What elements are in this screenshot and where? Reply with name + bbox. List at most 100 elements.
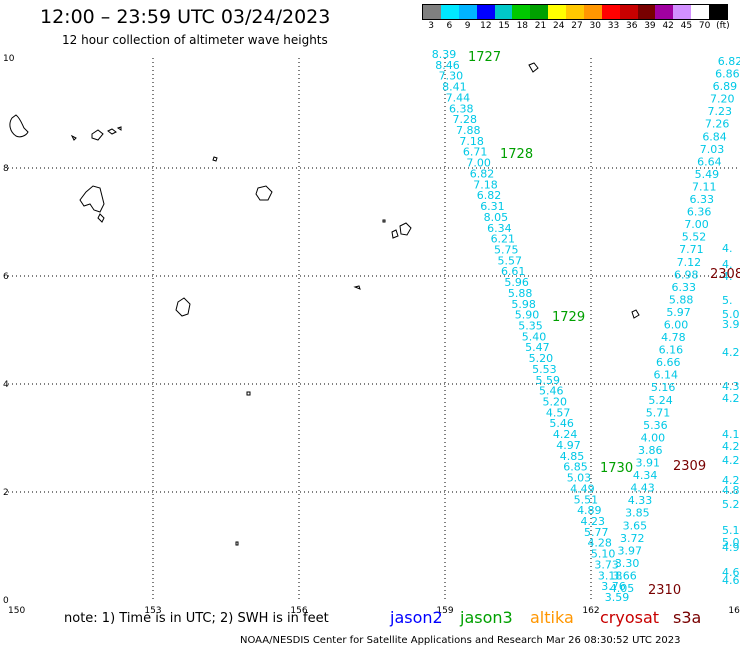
- scale-swatch: [637, 5, 656, 19]
- swh-value-label: 7.18: [473, 178, 498, 191]
- swh-value-label: 5.49: [695, 168, 720, 181]
- track-pass-b: 6.826.866.897.207.237.266.847.036.645.49…: [610, 55, 740, 595]
- swh-value-label: 5.20: [529, 352, 554, 365]
- island-kahoolawe-outline: [70, 134, 77, 141]
- swh-value-label: 6.66: [656, 356, 681, 369]
- scale-label: 39: [644, 21, 656, 31]
- map-title: 12:00 – 23:59 UTC 03/24/2023: [40, 6, 331, 28]
- scale-label: 24: [553, 21, 565, 31]
- swh-value-label: 5.03: [567, 472, 592, 485]
- swh-value-label: 4.34: [633, 469, 658, 482]
- swh-value-label: 4.18: [722, 428, 740, 441]
- mission-s3a: s3a: [673, 608, 702, 627]
- scale-swatch: [709, 5, 727, 19]
- swh-value-label: 6.82: [477, 189, 502, 202]
- swh-value-label: 4.66: [722, 566, 740, 579]
- swh-value-label: 6.86: [715, 68, 740, 81]
- scale-swatch: [619, 5, 638, 19]
- island-small-s-outline: [353, 285, 361, 290]
- track-pass-c: 4.4.4.5.5.03.94.24.34.24.184.224.204.224…: [722, 242, 740, 587]
- scale-swatch: [673, 5, 692, 19]
- swh-value-label: 6.89: [713, 80, 738, 93]
- swh-value-label: 6.34: [487, 222, 512, 235]
- island-dot-outline: [382, 219, 386, 223]
- swh-value-label: 4.: [722, 270, 733, 283]
- footer-credit: NOAA/NESDIS Center for Satellite Applica…: [240, 635, 681, 646]
- swh-value-label: 7.30: [439, 70, 464, 83]
- swh-value-label: 6.36: [687, 206, 712, 219]
- swh-value-label: 4.05: [610, 582, 635, 595]
- swh-value-label: 8.05: [484, 211, 509, 224]
- swh-value-label: 7.18: [459, 135, 484, 148]
- y-tick-label: 0: [3, 596, 9, 606]
- swh-value-label: 6.16: [659, 344, 684, 357]
- swh-value-label: 6.00: [664, 319, 689, 332]
- scale-label: (ft): [716, 21, 730, 31]
- swh-value-label: 5.46: [549, 417, 574, 430]
- island-dot2-outline: [246, 391, 251, 396]
- swh-value-label: 5.10: [591, 548, 616, 561]
- island-atoll2-outline: [399, 222, 412, 236]
- footer-note: note: 1) Time is in UTC; 2) SWH is in fe…: [64, 611, 329, 626]
- swh-value-label: 4.97: [556, 439, 581, 452]
- island-maui-outline: [9, 114, 29, 138]
- coastlines: [9, 62, 640, 546]
- x-tick-label: 159: [436, 606, 453, 616]
- swh-value-label: 8.46: [435, 59, 460, 72]
- scale-swatch: [548, 5, 566, 19]
- swh-value-label: 3.91: [635, 457, 660, 470]
- swh-value-label: 5.47: [525, 341, 550, 354]
- scale-label: 15: [498, 21, 510, 31]
- x-tick-label: 150: [8, 606, 25, 616]
- island-main-outline: [79, 185, 105, 213]
- x-tick-label: 162: [582, 606, 599, 616]
- swh-value-label: 6.84: [702, 130, 727, 143]
- swh-value-label: 4.49: [570, 482, 595, 495]
- swh-value-label: 4.43: [630, 482, 655, 495]
- pass-time-label: 1729: [552, 310, 585, 325]
- pass-time-label: 2310: [648, 583, 681, 598]
- swh-value-label: 5.57: [497, 254, 522, 267]
- y-tick-label: 4: [3, 380, 9, 390]
- scale-label: 9: [464, 21, 471, 31]
- swh-value-label: 4.: [722, 258, 733, 271]
- swh-value-label: 6.38: [449, 102, 474, 115]
- swh-value-label: 7.26: [705, 118, 730, 131]
- pass-time-label: 2308: [710, 267, 740, 282]
- mission-jason3: jason3: [460, 608, 513, 627]
- swh-value-label: 5.51: [574, 493, 599, 506]
- mission-jason2: jason2: [390, 608, 443, 627]
- swh-value-label: 5.40: [522, 330, 547, 343]
- scale-label: 45: [680, 21, 693, 31]
- swh-value-label: 4.28: [587, 537, 612, 550]
- swh-value-label: 5.52: [682, 231, 707, 244]
- swh-value-label: 6.82: [470, 167, 495, 180]
- scale-label: 3: [428, 21, 434, 31]
- swh-value-label: 6.98: [674, 268, 699, 281]
- swh-value-label: 3.66: [612, 569, 637, 582]
- y-tick-label: 6: [3, 272, 9, 282]
- swh-value-label: 6.71: [463, 146, 488, 159]
- swh-value-label: 4.20: [722, 454, 740, 467]
- island-islet-outline: [107, 128, 117, 135]
- swh-value-label: 4.2: [722, 392, 740, 405]
- swh-value-label: 7.44: [446, 91, 471, 104]
- x-tick-label: 156: [290, 606, 307, 616]
- scale-label: 18: [516, 21, 529, 31]
- scale-label: 27: [571, 21, 583, 31]
- swh-value-label: 4.60: [722, 574, 740, 587]
- swh-value-label: 4.85: [560, 450, 585, 463]
- swh-value-label: 5.59: [536, 374, 561, 387]
- scale-label: 12: [480, 21, 492, 31]
- swh-value-label: 5.27: [722, 498, 740, 511]
- swh-value-label: 7.20: [710, 93, 735, 106]
- swh-value-label: 7.23: [707, 105, 732, 118]
- swh-value-label: 4.00: [641, 431, 666, 444]
- scale-swatch: [583, 5, 602, 19]
- island-right-outline: [631, 309, 640, 319]
- swh-value-label: 7.12: [677, 256, 702, 269]
- time-labels-a: 1727 1728 1729 1730: [468, 50, 633, 476]
- x-tick-label: 153: [144, 606, 161, 616]
- swh-value-label: 3.59: [605, 591, 630, 604]
